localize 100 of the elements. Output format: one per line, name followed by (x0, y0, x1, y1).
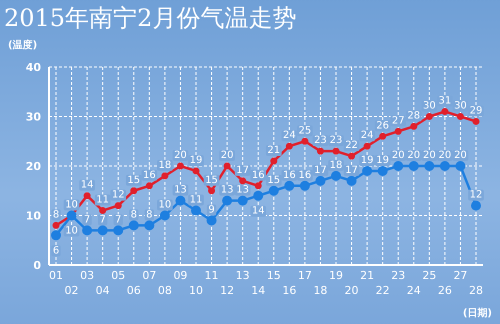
point (456, 113, 464, 120)
x-tick-label: 18 (313, 284, 328, 297)
data-label: 20 (220, 150, 234, 161)
x-tick-label: 21 (360, 269, 374, 282)
chart-title: 2015年南宁2月份气温走势 (4, 4, 296, 32)
data-label: 18 (330, 160, 342, 171)
x-tick-label: 14 (251, 284, 266, 297)
x-tick-label: 10 (189, 284, 203, 297)
point (440, 161, 450, 171)
data-label: 15 (127, 174, 140, 186)
point (300, 180, 310, 191)
x-tick-label: 05 (111, 269, 126, 282)
data-label: 20 (174, 150, 187, 161)
data-label: 12 (470, 190, 482, 201)
point (286, 142, 293, 150)
point (52, 222, 60, 229)
data-label: 30 (422, 100, 436, 112)
point (144, 220, 154, 230)
point (331, 170, 341, 181)
data-label: 23 (314, 135, 327, 146)
point (130, 187, 138, 194)
point (239, 177, 246, 184)
point (471, 200, 481, 211)
point (224, 162, 231, 170)
data-label: 9 (208, 204, 215, 216)
y-tick-label: 20 (26, 160, 42, 173)
x-tick-label: 12 (220, 284, 234, 297)
point (192, 167, 200, 174)
point (254, 182, 262, 190)
data-label: 13 (220, 184, 234, 196)
data-label: 7 (99, 214, 106, 226)
data-label: 20 (392, 150, 405, 161)
data-label: 14 (80, 180, 94, 191)
point (114, 202, 122, 210)
y-tick-label: 10 (26, 210, 42, 222)
point (316, 148, 324, 155)
point (238, 196, 248, 206)
data-label: 7 (115, 214, 122, 226)
point (348, 152, 356, 160)
point (379, 132, 386, 140)
x-tick-label: 25 (422, 269, 436, 282)
point (161, 172, 168, 180)
data-label: 26 (376, 120, 390, 132)
point (410, 122, 418, 130)
x-tick-label: 13 (236, 269, 250, 282)
x-tick-label: 01 (49, 269, 63, 282)
data-label: 10 (65, 226, 78, 236)
data-label: 14 (252, 206, 265, 217)
point (222, 196, 232, 206)
point (455, 161, 466, 171)
data-label: 28 (407, 110, 420, 122)
point (472, 118, 480, 125)
data-label: 15 (205, 174, 218, 186)
point (301, 138, 308, 145)
data-label: 24 (282, 130, 296, 142)
point (364, 142, 371, 150)
point (98, 225, 108, 236)
data-label: 15 (267, 174, 280, 186)
data-label: 8 (52, 209, 60, 220)
x-tick-label: 02 (64, 284, 79, 297)
data-label: 24 (360, 130, 374, 142)
x-tick-label: 04 (96, 284, 110, 297)
x-tick-label: 08 (158, 284, 172, 297)
data-label: 16 (252, 170, 265, 181)
x-tick-label: 11 (204, 269, 219, 282)
data-label: 8 (146, 209, 153, 220)
x-tick-label: 26 (438, 284, 452, 297)
x-tick-label: 09 (173, 269, 188, 282)
point (208, 187, 216, 194)
point (84, 192, 91, 200)
point (176, 162, 184, 170)
data-label: 19 (360, 154, 374, 166)
x-tick-label: 20 (344, 284, 359, 297)
data-label: 20 (422, 150, 436, 161)
point (253, 190, 264, 201)
x-tick-label: 15 (266, 269, 281, 282)
data-label: 22 (345, 140, 358, 152)
x-tick-label: 27 (453, 269, 468, 282)
point (128, 220, 139, 230)
point (191, 206, 201, 216)
x-tick-label: 19 (329, 269, 343, 282)
point (175, 196, 186, 206)
point (362, 166, 372, 176)
data-label: 8 (130, 209, 137, 220)
x-tick-label: 22 (376, 284, 390, 297)
point (270, 158, 278, 165)
point (424, 161, 434, 171)
x-tick-label: 24 (406, 284, 421, 297)
data-label: 17 (345, 164, 358, 176)
y-axis-title: (温度) (8, 39, 38, 51)
y-tick-label: 30 (26, 110, 42, 124)
point (378, 166, 388, 176)
data-label: 29 (470, 105, 482, 116)
data-label: 17 (236, 164, 250, 176)
data-label: 20 (407, 150, 420, 161)
x-tick-label: 16 (282, 284, 296, 297)
point (394, 128, 402, 135)
data-label: 30 (454, 100, 467, 112)
x-tick-label: 17 (298, 269, 312, 282)
point (99, 207, 106, 214)
